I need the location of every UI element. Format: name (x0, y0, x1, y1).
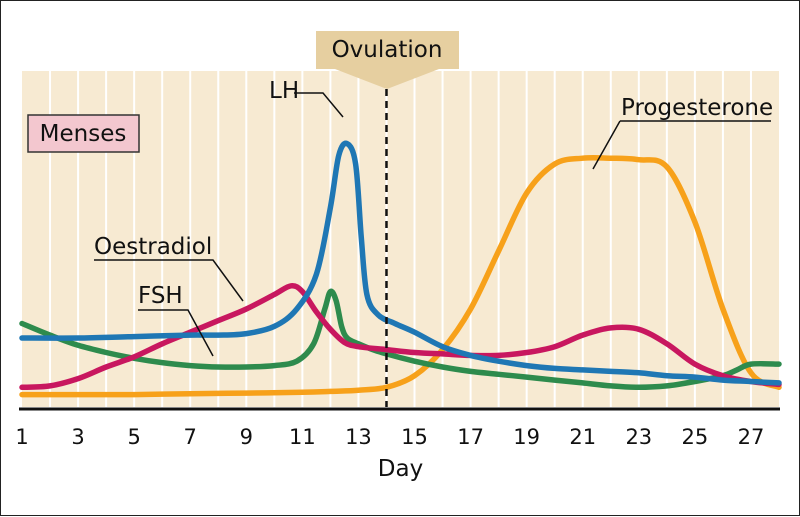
series-line-fsh (19, 288, 782, 391)
x-tick-label: 25 (682, 425, 709, 449)
series-line-lh (19, 140, 782, 386)
x-tick-label: 3 (71, 425, 84, 449)
x-tick-label: 27 (738, 425, 765, 449)
x-tick-label: 19 (513, 425, 540, 449)
menses-label: Menses (40, 121, 127, 147)
series-label-oestradiol: Oestradiol (94, 234, 212, 260)
series-label-lh: LH (269, 78, 299, 104)
x-tick-label: 13 (345, 425, 372, 449)
leader-line-lh (294, 92, 344, 118)
series-line-progesterone (19, 154, 782, 398)
ovulation-label: Ovulation (332, 37, 443, 63)
x-tick-label: 9 (240, 425, 253, 449)
x-tick-label: 15 (401, 425, 428, 449)
series-line-oestradiol (19, 282, 782, 391)
x-tick-label: 11 (289, 425, 316, 449)
x-tick-label: 21 (569, 425, 596, 449)
x-tick-label: 5 (127, 425, 140, 449)
leader-line-oestradiol (94, 259, 244, 302)
leader-line-fsh (138, 309, 214, 357)
ovulation-marker-box (316, 31, 459, 89)
leader-line-progesterone (592, 120, 771, 170)
annotations: Ovulation Menses LH Progesterone Oestradiol F… (27, 31, 773, 357)
x-tick-labels: 1 3 5 7 9 11 13 15 17 19 21 23 25 27 (15, 425, 764, 449)
menses-box (27, 114, 140, 153)
series-label-progesterone: Progesterone (621, 95, 773, 121)
x-tick-label: 7 (184, 425, 197, 449)
series-lines (19, 140, 782, 398)
x-tick-label: 1 (15, 425, 28, 449)
series-label-fsh: FSH (138, 283, 183, 309)
x-tick-label: 17 (457, 425, 484, 449)
x-axis-label: Day (378, 456, 423, 482)
x-tick-label: 23 (625, 425, 652, 449)
